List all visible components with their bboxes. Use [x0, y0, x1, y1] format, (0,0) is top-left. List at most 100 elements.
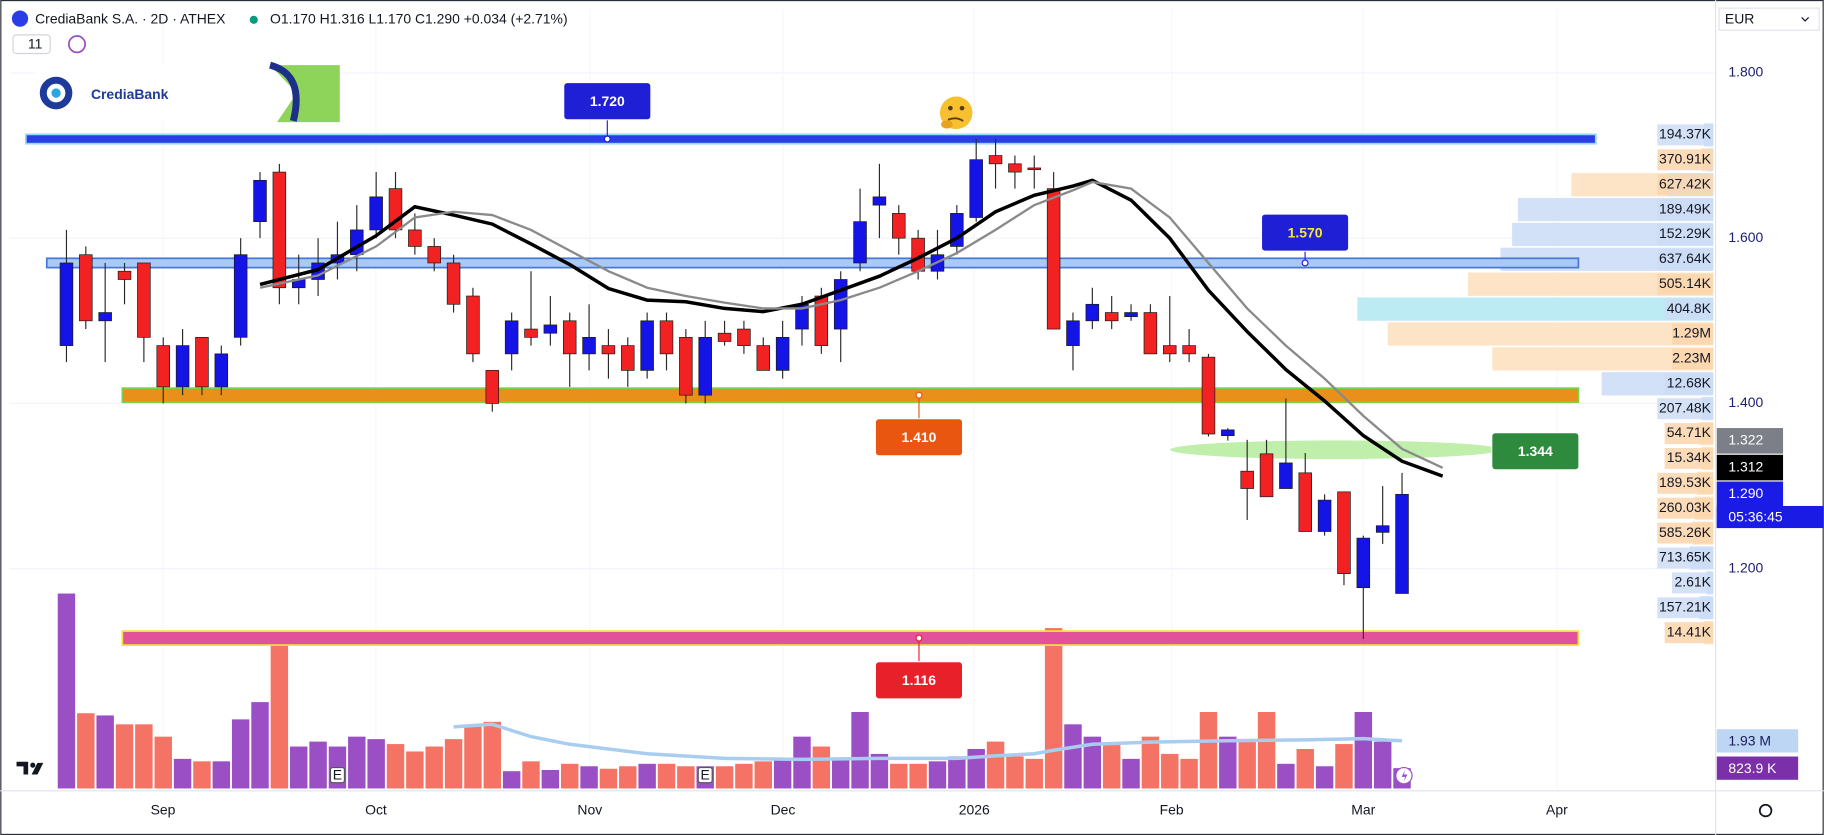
refresh-icon[interactable]: [67, 35, 87, 54]
candle-body: [1085, 303, 1100, 322]
volume-bar: [812, 746, 831, 789]
profile-label-bg: [1671, 323, 1714, 345]
profile-label: 370.91K: [1659, 150, 1712, 166]
event-marker[interactable]: [329, 766, 346, 784]
event-marker[interactable]: [697, 766, 713, 784]
candle-body: [640, 320, 654, 371]
profile-label: 505.14K: [1659, 275, 1712, 291]
volume-label-bg: [1716, 729, 1799, 753]
symbol-icon: [11, 10, 29, 27]
candle-body: [892, 213, 906, 239]
profile-label-bg: [1657, 149, 1714, 171]
price-label-bg: [1716, 428, 1784, 454]
y-tick-label: 1.400: [1728, 394, 1763, 410]
volume-label-bg: [1716, 756, 1799, 780]
currency-select[interactable]: [1718, 7, 1820, 31]
volume-bar: [1122, 758, 1140, 789]
event-label: E: [333, 766, 342, 782]
volume-bar: [154, 736, 172, 789]
profile-bar-up: [1357, 297, 1714, 321]
volume-bar: [793, 736, 811, 789]
volume-bar: [57, 593, 76, 789]
volume-bar: [483, 721, 502, 789]
profile-bar-down: [1571, 173, 1667, 197]
profile-label-bg: [1671, 572, 1714, 594]
candle-body: [98, 312, 112, 322]
profile-label: 54.71K: [1667, 424, 1712, 440]
candle-body: [756, 345, 771, 371]
indicator-count[interactable]: 11: [28, 35, 43, 51]
volume-bar: [560, 763, 579, 789]
profile-label-bg: [1657, 497, 1714, 519]
candle-body: [1124, 312, 1138, 318]
candle-body: [175, 345, 190, 388]
level-label-bg: [874, 661, 964, 700]
profile-label: 15.34K: [1667, 449, 1712, 465]
profile-label-bg: [1657, 223, 1714, 245]
y-tick-label: 1.200: [1728, 559, 1763, 575]
ohlc-quote: O1.170 H1.316 L1.170 C1.290 +0.034 (+2.7…: [270, 10, 568, 26]
candle-body: [427, 246, 441, 264]
profile-label-bg: [1657, 273, 1714, 295]
currency-caret: [1801, 17, 1810, 22]
profile-label-bg: [1671, 348, 1714, 370]
level-label: 1.344: [1518, 443, 1553, 459]
profile-label-bg: [1664, 423, 1714, 445]
candle-body: [214, 353, 229, 388]
volume-bar: [115, 724, 134, 789]
volume-bar: [1354, 711, 1373, 789]
volume-bar: [212, 761, 231, 789]
level-anchor: [915, 391, 923, 399]
candle-body: [601, 345, 616, 355]
currency-label[interactable]: EUR: [1725, 10, 1754, 26]
candle-body: [1027, 167, 1042, 171]
volume-bar: [831, 758, 850, 789]
volume-bar: [1102, 744, 1121, 789]
indicator-toggle[interactable]: [12, 34, 51, 55]
profile-label-bg: [1657, 398, 1714, 420]
candle-body: [369, 196, 383, 231]
volume-bar: [1277, 763, 1295, 789]
profile-bar-down: [1492, 347, 1714, 371]
volume-bar: [464, 726, 482, 789]
candle-body: [79, 254, 93, 322]
volume-bar: [425, 746, 443, 789]
y-tick-label: 1.800: [1728, 64, 1763, 80]
y-tick-label: 1.600: [1728, 229, 1763, 245]
profile-label: 713.65K: [1659, 549, 1712, 565]
profile-label: 152.29K: [1659, 225, 1712, 241]
candle-body: [717, 332, 732, 342]
candle-body: [1356, 537, 1371, 589]
candle-body: [582, 336, 596, 355]
x-tick-label: Apr: [1546, 801, 1568, 817]
volume-bar: [870, 753, 889, 789]
profile-label: 2.61K: [1675, 574, 1712, 590]
profile-label-bg: [1657, 597, 1714, 619]
profile-label: 157.21K: [1659, 598, 1712, 614]
candle-body: [446, 262, 461, 305]
profile-label: 585.26K: [1659, 524, 1712, 540]
profile-label-bg: [1657, 124, 1714, 146]
profile-label: 189.53K: [1659, 474, 1712, 490]
volume-bar: [619, 766, 637, 789]
volume-bar: [502, 771, 521, 789]
candle-body: [1279, 462, 1293, 489]
level-band: [45, 257, 1580, 269]
volume-bar: [522, 761, 540, 789]
tv-logo[interactable]: [16, 761, 44, 775]
tv-logo-t: [16, 761, 29, 775]
volume-bar: [541, 769, 560, 789]
volume-bar: [231, 719, 250, 789]
candle-body: [1259, 453, 1274, 498]
candle-body: [156, 345, 170, 388]
symbol-title[interactable]: CrediaBank S.A. · 2D · ATHEX: [35, 10, 225, 26]
volume-bar: [773, 758, 792, 789]
overlay: 1.720 1.570 1.410 1.116 1.344: [259, 81, 1580, 700]
volume-bar: [386, 744, 405, 789]
settings-icon[interactable]: [1758, 803, 1773, 818]
profile-label-bg: [1664, 447, 1714, 469]
candle-body: [233, 254, 248, 338]
profile-label-bg: [1664, 373, 1714, 395]
volume-bar: [1044, 628, 1063, 789]
